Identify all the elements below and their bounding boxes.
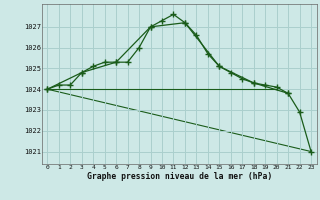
X-axis label: Graphe pression niveau de la mer (hPa): Graphe pression niveau de la mer (hPa) bbox=[87, 172, 272, 181]
